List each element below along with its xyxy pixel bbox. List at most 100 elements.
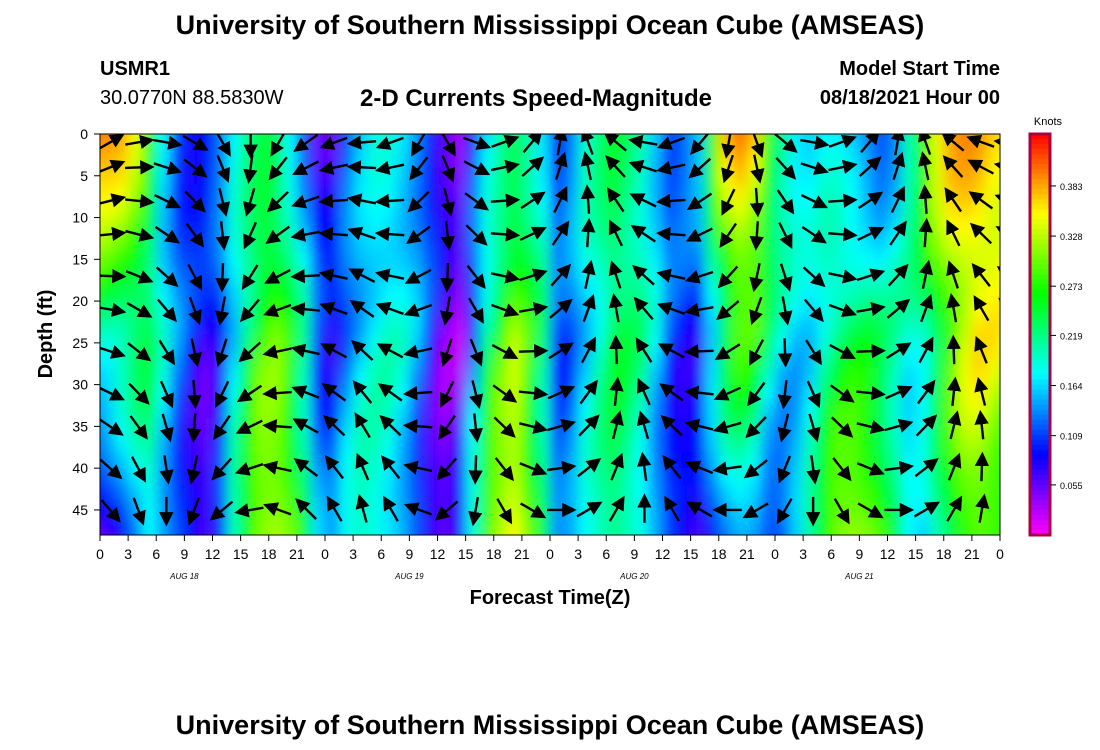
current-vector-arrow bbox=[656, 160, 686, 175]
heatmap-cell bbox=[254, 134, 270, 152]
heatmap-cell bbox=[859, 468, 875, 486]
heatmap-cell bbox=[550, 134, 566, 152]
current-vector-arrow bbox=[603, 134, 627, 152]
heatmap-cell bbox=[592, 334, 608, 353]
heatmap-cell bbox=[789, 401, 805, 419]
heatmap-cell bbox=[170, 468, 186, 486]
heatmap-cell bbox=[803, 501, 819, 520]
current-vector-arrow bbox=[775, 156, 797, 180]
heatmap-cell bbox=[915, 518, 931, 535]
current-vector-arrow bbox=[187, 338, 202, 368]
x-tick-label: 21 bbox=[514, 546, 530, 562]
current-vector-arrow bbox=[100, 226, 127, 242]
heatmap-cell bbox=[971, 317, 987, 336]
heatmap-cell bbox=[493, 434, 509, 453]
current-vector-arrow bbox=[440, 262, 455, 293]
heatmap-cell bbox=[170, 251, 186, 269]
heatmap-cell bbox=[367, 134, 383, 135]
current-vector-arrow bbox=[238, 341, 262, 363]
heatmap-cell bbox=[929, 334, 945, 353]
heatmap-cell bbox=[156, 484, 172, 503]
current-vector-arrow bbox=[262, 344, 292, 359]
heatmap-cell bbox=[395, 284, 411, 303]
current-vector-arrow bbox=[806, 455, 821, 485]
heatmap-cell bbox=[437, 401, 453, 419]
heatmap-cell bbox=[100, 367, 116, 386]
colorbar-segment bbox=[1030, 204, 1050, 210]
heatmap-cell bbox=[409, 434, 425, 453]
heatmap-cell bbox=[859, 284, 875, 303]
heatmap-cell bbox=[1014, 301, 1029, 319]
current-vector-arrow bbox=[946, 219, 961, 247]
heatmap-cell bbox=[803, 468, 819, 486]
heatmap-cell bbox=[1000, 201, 1015, 219]
heatmap-cell bbox=[901, 434, 917, 453]
current-vector-arrow bbox=[716, 300, 740, 321]
current-vector-arrow bbox=[806, 413, 821, 443]
current-vector-arrow bbox=[291, 385, 320, 399]
heatmap-cell bbox=[957, 284, 973, 303]
heatmap-cell bbox=[339, 134, 355, 135]
heatmap-cell bbox=[100, 267, 101, 286]
heatmap-cell bbox=[184, 384, 200, 403]
heatmap-cell bbox=[760, 217, 776, 236]
heatmap-cell bbox=[521, 317, 537, 336]
heatmap-cell bbox=[648, 434, 664, 453]
heatmap-cell bbox=[198, 484, 214, 503]
current-vector-arrow bbox=[209, 500, 234, 521]
heatmap-cell bbox=[423, 451, 439, 470]
current-vector-arrow bbox=[582, 293, 596, 323]
x-tick-label: 15 bbox=[458, 546, 474, 562]
heatmap-cell bbox=[564, 484, 580, 503]
heatmap-cell bbox=[873, 251, 889, 269]
current-vector-arrow bbox=[664, 495, 681, 522]
heatmap-cell bbox=[1014, 535, 1029, 553]
heatmap-cell bbox=[423, 384, 439, 403]
current-vector-arrow bbox=[187, 379, 202, 410]
heatmap-cell bbox=[620, 451, 636, 470]
current-vector-arrow bbox=[856, 301, 886, 317]
heatmap-cell bbox=[226, 334, 242, 353]
heatmap-cell bbox=[310, 451, 326, 470]
current-vector-arrow bbox=[684, 269, 714, 284]
heatmap-cell bbox=[564, 284, 580, 303]
current-vector-arrow bbox=[828, 193, 858, 208]
heatmap-cell bbox=[873, 317, 889, 336]
current-vector-arrow bbox=[154, 226, 180, 244]
heatmap-cell bbox=[676, 434, 692, 453]
heatmap-cell bbox=[929, 301, 945, 319]
current-vector-arrow bbox=[243, 221, 257, 250]
heatmap-cell bbox=[564, 518, 580, 535]
heatmap-cell bbox=[929, 251, 945, 269]
current-vector-arrow bbox=[462, 136, 492, 150]
heatmap-cell bbox=[690, 134, 706, 152]
heatmap-cell bbox=[943, 234, 959, 252]
current-vector-arrow bbox=[828, 227, 858, 242]
current-vector-arrow bbox=[491, 303, 520, 317]
heatmap-cell bbox=[817, 468, 833, 486]
heatmap-cell bbox=[985, 317, 1000, 336]
heatmap-cell bbox=[507, 384, 523, 403]
current-vector-arrow bbox=[439, 338, 454, 368]
heatmap-cell bbox=[915, 134, 931, 135]
heatmap-cell bbox=[100, 501, 116, 520]
heatmap-cell bbox=[887, 451, 903, 470]
heatmap-cell bbox=[718, 134, 734, 135]
colorbar-tick-label: 0.219 bbox=[1060, 331, 1083, 341]
colorbar-segment bbox=[1030, 449, 1050, 456]
current-vector-arrow bbox=[234, 503, 264, 518]
heatmap-cell bbox=[479, 484, 495, 503]
heatmap-cell bbox=[100, 484, 101, 503]
heatmap-cell bbox=[606, 351, 622, 369]
heatmap-cell bbox=[606, 367, 622, 386]
heatmap-cell bbox=[592, 267, 608, 286]
colorbar-segment bbox=[1030, 194, 1050, 200]
heatmap-cell bbox=[606, 301, 622, 319]
heatmap-cell bbox=[746, 367, 762, 386]
heatmap-cell bbox=[254, 251, 270, 269]
colorbar-segment bbox=[1030, 179, 1050, 185]
heatmap-cell bbox=[606, 134, 622, 135]
x-tick-label: 6 bbox=[827, 546, 835, 562]
heatmap-cell bbox=[254, 334, 270, 353]
current-vector-arrow bbox=[609, 376, 624, 407]
